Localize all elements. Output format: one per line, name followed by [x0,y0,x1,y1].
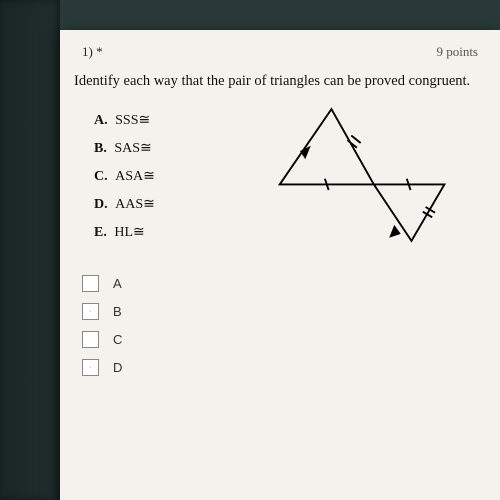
triangle-left [280,109,374,184]
checkbox-group: A ·B C ·D [60,247,500,376]
checkbox-icon [82,275,99,292]
points-label: 9 points [436,44,478,60]
checkbox-icon: · [82,359,99,376]
app-sidebar [0,0,60,500]
question-number: 1) * [82,44,103,60]
question-header: 1) * 9 points [60,30,500,68]
tick-mark [351,135,360,143]
triangle-diagram [240,95,470,255]
checkbox-d[interactable]: ·D [82,359,500,376]
arrow-mark [391,227,399,236]
question-body: A. SSS≅ B. SAS≅ C. ASA≅ D. AAS≅ E. HL≅ [60,103,500,247]
checkbox-icon: · [82,303,99,320]
checkbox-icon [82,331,99,348]
checkbox-c[interactable]: C [82,331,500,348]
checkbox-b[interactable]: ·B [82,303,500,320]
checkbox-a[interactable]: A [82,275,500,292]
question-card: 1) * 9 points Identify each way that the… [60,30,500,500]
arrow-mark [301,148,309,157]
